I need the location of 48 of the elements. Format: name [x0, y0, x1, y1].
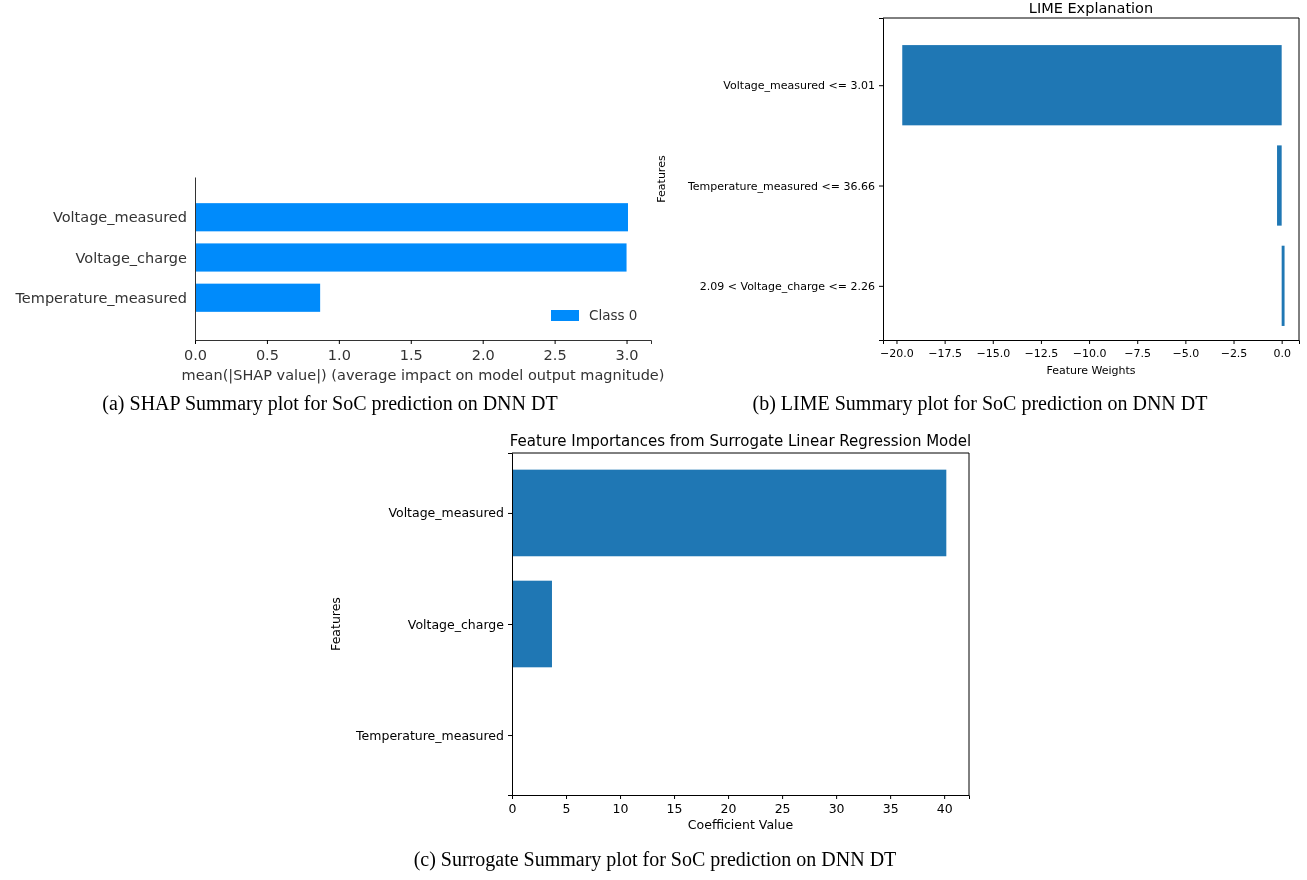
x-tick-label: 5 [562, 801, 571, 817]
y-axis-title: Features [655, 155, 668, 203]
x-tick-label: 2.0 [471, 347, 495, 364]
x-tick-label: −2.5 [1220, 346, 1248, 360]
y-tick-label: Temperature_measured [355, 727, 504, 743]
bar [195, 243, 627, 272]
legend-label: Class 0 [589, 307, 638, 323]
text: (b) LIME Summary plot for SoC prediction on DNN DT [752, 392, 1208, 415]
text: (a) SHAP Summary plot for SoC prediction on DNN DT [102, 392, 558, 415]
text: (c) Surrogate Summary plot for SoC prediction on DNN DT [413, 848, 897, 871]
x-tick-label: 3.0 [615, 347, 639, 364]
x-tick-label: 2.5 [543, 347, 567, 364]
y-tick-label: Temperature_measured [14, 289, 187, 306]
x-tick-label: −10.0 [1072, 346, 1107, 360]
bar [195, 203, 628, 232]
y-tick-label: Voltage_charge [75, 249, 188, 266]
bar [195, 283, 321, 312]
x-tick-label: 10 [612, 801, 629, 817]
chart-title: LIME Explanation [1028, 0, 1154, 16]
x-tick-label: −17.5 [928, 346, 962, 360]
x-tick-label: 15 [666, 801, 683, 817]
x-axis-title: Feature Weights [1046, 364, 1136, 377]
y-tick-label: 2.09 < Voltage_charge <= 2.26 [699, 279, 875, 293]
x-axis-title: mean(|SHAP value|) (average impact on model output magnitude) [181, 367, 665, 384]
y-tick-label: Voltage_measured [52, 209, 187, 226]
x-tick-label: 1.0 [327, 347, 351, 364]
y-tick-label: Voltage_charge [407, 616, 505, 632]
x-tick-label: 40 [936, 801, 953, 817]
x-tick-label: 25 [774, 801, 791, 817]
x-tick-label: −20.0 [880, 346, 914, 360]
x-tick-label: 1.5 [399, 347, 423, 364]
x-tick-label: 35 [882, 801, 899, 817]
x-tick-label: 0.5 [255, 347, 279, 364]
y-tick-label: Voltage_measured [388, 505, 504, 521]
x-axis-title: Coefficient Value [687, 817, 794, 832]
x-tick-label: −15.0 [976, 346, 1011, 360]
x-tick-label: −5.0 [1172, 346, 1200, 360]
y-axis-title: Features [328, 597, 343, 651]
y-tick-label: Temperature_measured <= 36.66 [686, 179, 875, 193]
x-tick-label: 0 [508, 801, 517, 817]
y-tick-label: Voltage_measured <= 3.01 [723, 79, 875, 93]
x-tick-label: −7.5 [1124, 346, 1152, 360]
chart-title: Feature Importances from Surrogate Linear Regression Model [509, 432, 972, 450]
x-tick-label: 30 [828, 801, 845, 817]
x-tick-label: −12.5 [1024, 346, 1059, 360]
x-tick-label: 0.0 [183, 347, 208, 364]
x-tick-label: 20 [720, 801, 737, 817]
x-tick-label: 0.0 [1273, 346, 1291, 360]
